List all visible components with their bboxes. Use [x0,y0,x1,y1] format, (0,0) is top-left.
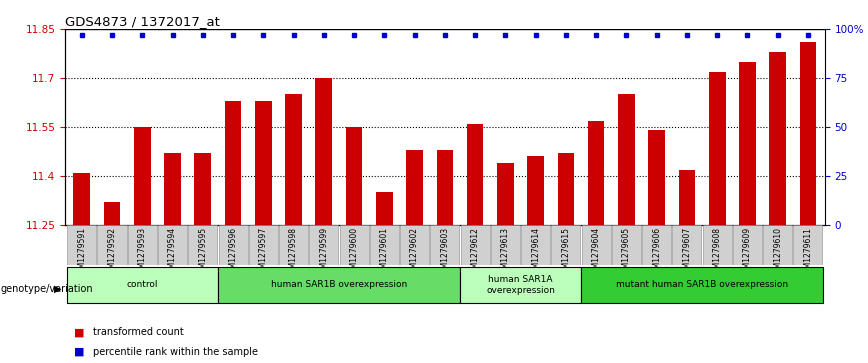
Bar [194,153,211,225]
Text: GSM1279607: GSM1279607 [682,227,692,278]
FancyBboxPatch shape [431,225,459,265]
Text: human SAR1B overexpression: human SAR1B overexpression [271,281,407,289]
Bar [103,202,121,225]
Text: percentile rank within the sample: percentile rank within the sample [93,347,258,357]
FancyBboxPatch shape [642,225,671,265]
Text: GSM1279611: GSM1279611 [804,227,812,278]
FancyBboxPatch shape [279,225,308,265]
Text: ■: ■ [74,347,84,357]
Bar [799,42,816,225]
Text: GSM1279599: GSM1279599 [319,227,328,278]
Text: control: control [127,281,158,289]
Bar [286,94,302,225]
Text: GSM1279606: GSM1279606 [652,227,661,278]
FancyBboxPatch shape [733,225,762,265]
Bar [467,124,483,225]
Bar [74,173,90,225]
Bar [679,170,695,225]
Text: GSM1279594: GSM1279594 [168,227,177,278]
Bar [497,163,514,225]
Text: transformed count: transformed count [93,327,184,337]
Bar [255,101,272,225]
Bar [345,127,363,225]
Bar [134,127,150,225]
Text: GSM1279613: GSM1279613 [501,227,510,278]
FancyBboxPatch shape [461,225,490,265]
FancyBboxPatch shape [370,225,399,265]
Text: GSM1279593: GSM1279593 [138,227,147,278]
FancyBboxPatch shape [188,225,217,265]
Text: GSM1279600: GSM1279600 [350,227,358,278]
FancyBboxPatch shape [763,225,792,265]
Bar [225,101,241,225]
Text: ■: ■ [74,327,84,337]
Text: human SAR1A
overexpression: human SAR1A overexpression [486,275,555,295]
Bar [740,62,756,225]
Bar [315,78,332,225]
Text: GSM1279595: GSM1279595 [198,227,207,278]
Bar [709,72,726,225]
FancyBboxPatch shape [97,225,127,265]
FancyBboxPatch shape [612,225,641,265]
FancyBboxPatch shape [582,225,611,265]
Text: ▶: ▶ [54,284,62,294]
Text: GSM1279598: GSM1279598 [289,227,298,278]
FancyBboxPatch shape [581,267,823,303]
Text: mutant human SAR1B overexpression: mutant human SAR1B overexpression [616,281,788,289]
FancyBboxPatch shape [249,225,278,265]
Text: GSM1279592: GSM1279592 [108,227,116,278]
Text: GSM1279614: GSM1279614 [531,227,540,278]
Text: GSM1279610: GSM1279610 [773,227,782,278]
FancyBboxPatch shape [551,225,581,265]
Bar [406,150,423,225]
Bar [376,192,392,225]
Text: GSM1279601: GSM1279601 [380,227,389,278]
Text: GSM1279597: GSM1279597 [259,227,268,278]
Text: GSM1279609: GSM1279609 [743,227,752,278]
Bar [769,52,786,225]
FancyBboxPatch shape [521,225,550,265]
Text: GSM1279612: GSM1279612 [470,227,480,278]
FancyBboxPatch shape [460,267,581,303]
Text: GSM1279604: GSM1279604 [592,227,601,278]
FancyBboxPatch shape [673,225,701,265]
Text: GSM1279591: GSM1279591 [77,227,86,278]
FancyBboxPatch shape [703,225,732,265]
FancyBboxPatch shape [158,225,187,265]
FancyBboxPatch shape [400,225,429,265]
FancyBboxPatch shape [218,267,460,303]
Text: GSM1279615: GSM1279615 [562,227,570,278]
FancyBboxPatch shape [339,225,369,265]
FancyBboxPatch shape [128,225,157,265]
Text: GDS4873 / 1372017_at: GDS4873 / 1372017_at [65,15,220,28]
Bar [164,153,181,225]
Text: GSM1279603: GSM1279603 [440,227,450,278]
Bar [648,130,665,225]
FancyBboxPatch shape [67,267,218,303]
FancyBboxPatch shape [219,225,247,265]
Bar [557,153,575,225]
FancyBboxPatch shape [67,225,96,265]
Text: GSM1279596: GSM1279596 [228,227,238,278]
Text: GSM1279608: GSM1279608 [713,227,721,278]
FancyBboxPatch shape [793,225,823,265]
Bar [527,156,544,225]
FancyBboxPatch shape [309,225,339,265]
Bar [437,150,453,225]
Text: GSM1279605: GSM1279605 [621,227,631,278]
Text: genotype/variation: genotype/variation [1,284,94,294]
Bar [618,94,635,225]
Text: GSM1279602: GSM1279602 [410,227,419,278]
Bar [588,121,604,225]
FancyBboxPatch shape [490,225,520,265]
